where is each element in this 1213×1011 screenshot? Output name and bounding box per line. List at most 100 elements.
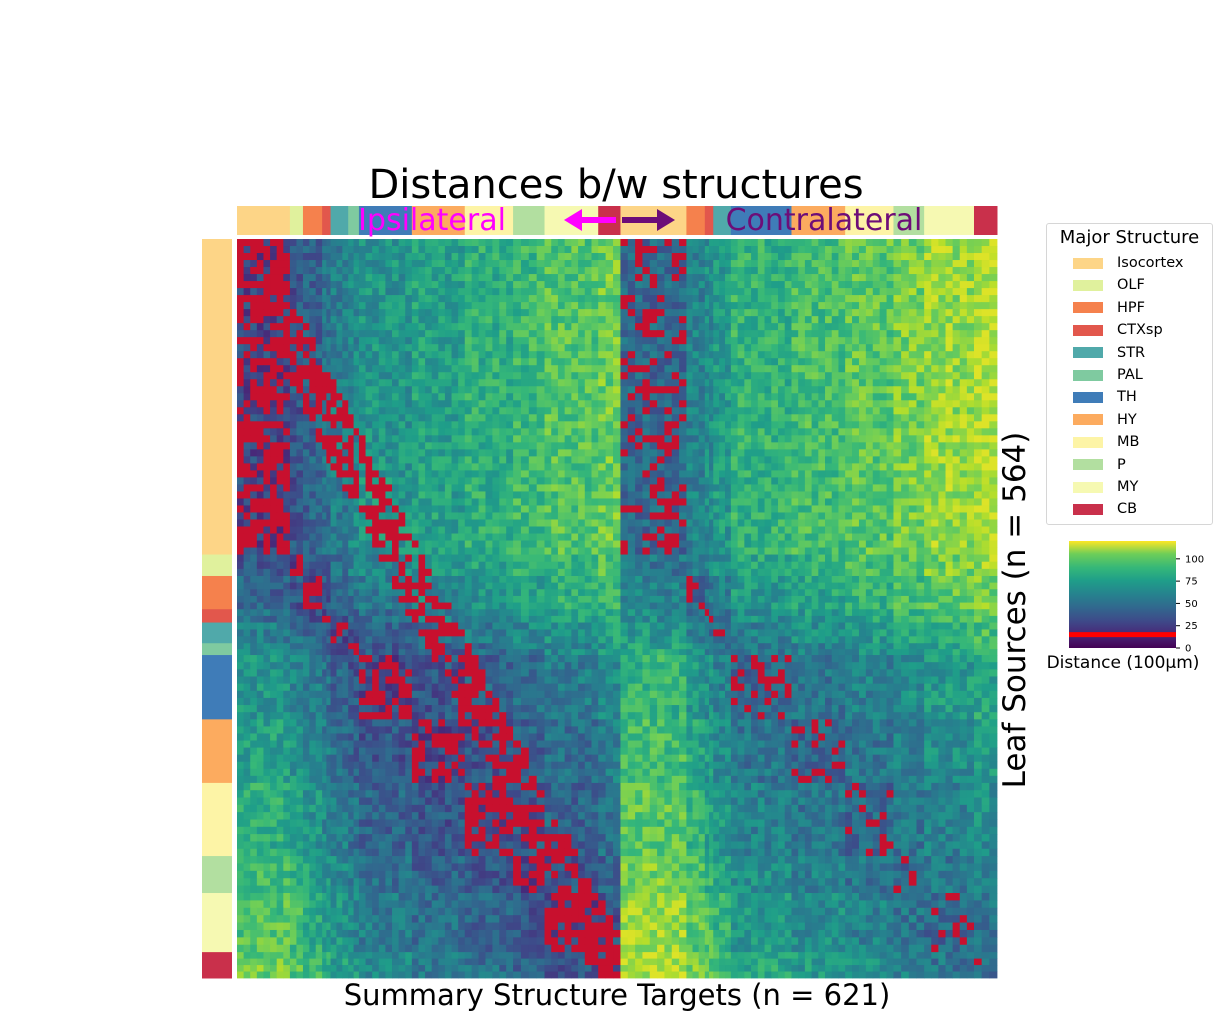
heatmap-cell — [536, 344, 545, 352]
heatmap-cell — [804, 344, 813, 352]
heatmap-cell — [784, 428, 792, 436]
heatmap-cell — [431, 456, 439, 464]
heatmap-cell — [744, 442, 752, 450]
heatmap-cell — [613, 449, 621, 457]
heatmap-cell — [289, 337, 297, 345]
heatmap-cell — [256, 246, 264, 254]
heatmap-cell — [664, 505, 673, 513]
heatmap-cell — [336, 547, 343, 555]
heatmap-cell — [725, 470, 732, 478]
heatmap-cell — [478, 428, 486, 436]
heatmap-cell — [528, 267, 538, 275]
heatmap-cell — [952, 414, 961, 422]
heatmap-cell — [405, 435, 413, 443]
heatmap-cell — [798, 393, 806, 401]
heatmap-cell — [635, 386, 643, 394]
heatmap-cell — [649, 379, 658, 387]
heatmap-cell — [485, 274, 493, 282]
heatmap-cell — [931, 400, 939, 408]
heatmap-cell — [713, 386, 720, 394]
heatmap-cell — [679, 442, 687, 450]
heatmap-cell — [250, 449, 258, 457]
heatmap-cell — [353, 400, 360, 408]
heatmap-cell — [302, 435, 310, 443]
heatmap-cell — [385, 386, 393, 394]
heatmap-cell — [365, 505, 373, 513]
heatmap-cell — [499, 274, 507, 282]
heatmap-cell — [411, 477, 419, 485]
heatmap-cell — [289, 484, 297, 492]
heatmap-cell — [520, 463, 530, 471]
heatmap-cell — [471, 281, 479, 289]
heatmap-cell — [398, 309, 406, 317]
heatmap-cell — [620, 540, 629, 548]
heatmap-cell — [713, 533, 720, 541]
heatmap-cell — [378, 281, 386, 289]
heatmap-cell — [845, 477, 853, 485]
heatmap-cell — [704, 456, 710, 464]
heatmap-cell — [578, 379, 586, 387]
heatmap-cell — [989, 274, 998, 282]
heatmap-cell — [784, 442, 792, 450]
heatmap-cell — [901, 260, 910, 268]
heatmap-cell — [938, 358, 946, 366]
heatmap-cell — [557, 456, 566, 464]
heatmap-cell — [671, 442, 680, 450]
heatmap-cell — [613, 358, 621, 366]
heatmap-cell — [635, 449, 643, 457]
heatmap-cell — [858, 386, 867, 394]
heatmap-cell — [771, 400, 779, 408]
heatmap-cell — [336, 379, 343, 387]
heatmap-cell — [804, 246, 813, 254]
heatmap-cell — [471, 491, 479, 499]
heatmap-cell — [627, 393, 636, 401]
heatmap-cell — [392, 533, 400, 541]
heatmap-cell — [709, 442, 714, 450]
heatmap-cell — [916, 323, 925, 331]
heatmap-cell — [858, 323, 867, 331]
heatmap-cell — [263, 372, 271, 380]
heatmap-cell — [757, 435, 765, 443]
heatmap-cell — [237, 414, 245, 422]
heatmap-cell — [289, 379, 297, 387]
heatmap-cell — [757, 519, 765, 527]
heatmap-cell — [709, 246, 714, 254]
heatmap-cell — [725, 449, 732, 457]
heatmap-cell — [620, 274, 629, 282]
heatmap-cell — [263, 246, 271, 254]
heatmap-cell — [584, 330, 592, 338]
heatmap-cell — [598, 365, 607, 373]
heatmap-cell — [778, 421, 786, 429]
heatmap-cell — [405, 414, 413, 422]
heatmap-cell — [425, 470, 433, 478]
heatmap-cell — [852, 386, 860, 394]
heatmap-cell — [751, 281, 759, 289]
heatmap-cell — [431, 358, 439, 366]
heatmap-cell — [664, 484, 673, 492]
heatmap-cell — [730, 456, 739, 464]
heatmap-cell — [309, 288, 317, 296]
heatmap-cell — [256, 351, 264, 359]
heatmap-cell — [431, 484, 439, 492]
heatmap-cell — [613, 253, 621, 261]
heatmap-cell — [679, 498, 687, 506]
heatmap-cell — [952, 456, 961, 464]
heatmap-cell — [908, 379, 917, 387]
heatmap-cell — [737, 337, 745, 345]
heatmap-cell — [418, 267, 426, 275]
heatmap-cell — [506, 519, 514, 527]
heatmap-cell — [791, 400, 799, 408]
heatmap-cell — [492, 526, 500, 534]
heatmap-cell — [671, 407, 680, 415]
heatmap-cell — [405, 337, 413, 345]
heatmap-cell — [458, 477, 466, 485]
heatmap-cell — [725, 386, 732, 394]
heatmap-cell — [471, 239, 479, 247]
heatmap-cell — [322, 463, 327, 471]
heatmap-cell — [698, 400, 706, 408]
heatmap-cell — [704, 344, 710, 352]
heatmap-cell — [336, 344, 343, 352]
heatmap-cell — [425, 533, 433, 541]
heatmap-cell — [709, 372, 714, 380]
heatmap-cell — [506, 267, 514, 275]
